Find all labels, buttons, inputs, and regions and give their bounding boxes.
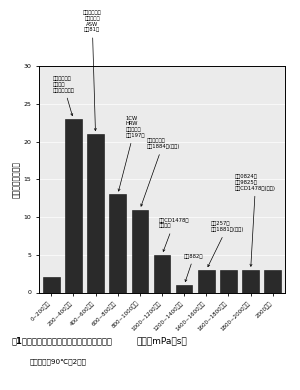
Text: 月山0824号
月山9825号
銀系CD1478号(モデ): 月山0824号 月山9825号 銀系CD1478号(モデ): [235, 174, 276, 266]
Bar: [65, 119, 82, 292]
Text: 加熱条件　90℃，2時間: 加熱条件 90℃，2時間: [30, 358, 87, 365]
Bar: [110, 195, 126, 292]
Text: 月山882号: 月山882号: [184, 254, 204, 282]
Text: 図1　各種品種，系統，銘柄の変性粉の粘度: 図1 各種品種，系統，銘柄の変性粉の粘度: [12, 336, 113, 345]
Bar: [176, 285, 193, 292]
Y-axis label: 小麦粉サンプル数: 小麦粉サンプル数: [12, 161, 21, 198]
Text: タクネコムギ
ハルユタカ
ASW
農研81号: タクネコムギ ハルユタカ ASW 農研81号: [83, 10, 102, 131]
Bar: [198, 270, 214, 292]
Bar: [43, 277, 59, 292]
Bar: [131, 209, 148, 292]
Bar: [242, 270, 259, 292]
Bar: [265, 270, 281, 292]
Bar: [154, 255, 170, 292]
Text: カロシコムギ
農研1884号(モデ): カロシコムギ 農研1884号(モデ): [141, 138, 180, 206]
Text: 銀系CD1478号
（モデ）: 銀系CD1478号 （モデ）: [159, 218, 189, 252]
Bar: [220, 270, 237, 292]
Text: チホクコムギ
ホクシン
タイセンコムギ: チホクコムギ ホクシン タイセンコムギ: [52, 76, 74, 116]
Text: 1CW
HRW
ハルヒカリ
札山197号: 1CW HRW ハルヒカリ 札山197号: [118, 115, 145, 191]
Text: 北海257号
農研1881号(モデ): 北海257号 農研1881号(モデ): [208, 222, 244, 267]
X-axis label: 粘度（mPaセs）: 粘度（mPaセs）: [136, 336, 188, 345]
Bar: [87, 134, 104, 292]
